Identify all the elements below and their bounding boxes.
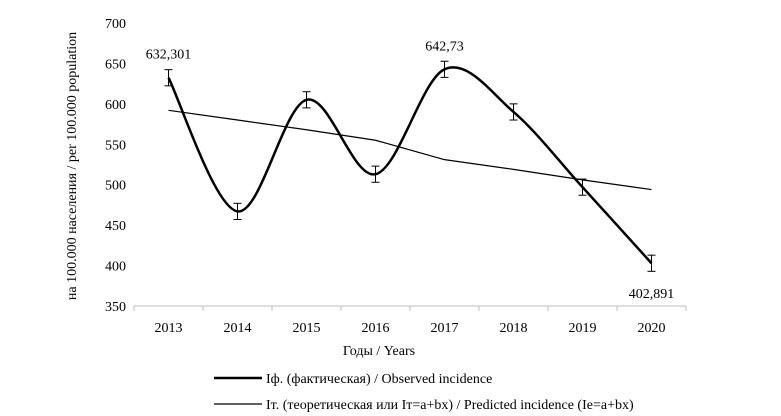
legend-label-predicted: Iт. (теоретическая или Iт=a+bx) / Predic… bbox=[266, 398, 634, 413]
x-tick-label: 2020 bbox=[638, 321, 666, 336]
series-layer bbox=[167, 66, 653, 265]
x-tick-label: 2013 bbox=[155, 321, 183, 336]
y-tick-label: 500 bbox=[105, 179, 126, 194]
series-line-observed bbox=[167, 66, 653, 265]
error-bar bbox=[302, 91, 311, 109]
data-label: 632,301 bbox=[146, 48, 192, 63]
data-labels: 632,301 642,73 402,891 bbox=[146, 39, 675, 302]
error-bars bbox=[164, 60, 656, 272]
error-bar bbox=[371, 165, 380, 183]
x-tick-label: 2017 bbox=[431, 321, 459, 336]
x-tick-label: 2015 bbox=[293, 321, 321, 336]
data-label: 642,73 bbox=[425, 39, 464, 54]
y-axis: 350 400 450 500 550 600 650 700 bbox=[105, 17, 126, 315]
x-tick-label: 2019 bbox=[569, 321, 597, 336]
x-tick-label: 2016 bbox=[362, 321, 390, 336]
y-tick-label: 700 bbox=[105, 17, 126, 32]
error-bar bbox=[578, 178, 587, 196]
x-axis: 2013 2014 2015 2016 2017 2018 2019 2020 bbox=[133, 305, 687, 336]
y-tick-label: 450 bbox=[105, 219, 126, 234]
y-tick-label: 350 bbox=[105, 300, 126, 315]
legend-label-observed: Iф. (фактическая) / Observed incidence bbox=[266, 372, 492, 387]
y-tick-label: 650 bbox=[105, 57, 126, 72]
y-tick-label: 600 bbox=[105, 98, 126, 113]
error-bar bbox=[509, 103, 518, 121]
y-tick-label: 550 bbox=[105, 138, 126, 153]
y-tick-label: 400 bbox=[105, 260, 126, 275]
x-axis-title: Годы / Years bbox=[343, 344, 415, 359]
series-line-predicted bbox=[168, 109, 652, 191]
legend: Iф. (фактическая) / Observed incidence I… bbox=[214, 372, 634, 413]
error-bar bbox=[233, 202, 242, 220]
error-bar bbox=[440, 60, 449, 78]
x-tick-label: 2018 bbox=[500, 321, 528, 336]
error-bar bbox=[164, 69, 173, 87]
data-label: 402,891 bbox=[629, 287, 675, 302]
x-tick-label: 2014 bbox=[224, 321, 252, 336]
error-bar bbox=[647, 254, 656, 272]
y-axis-title: на 100.000 населения / per 100.000 popul… bbox=[65, 32, 80, 300]
